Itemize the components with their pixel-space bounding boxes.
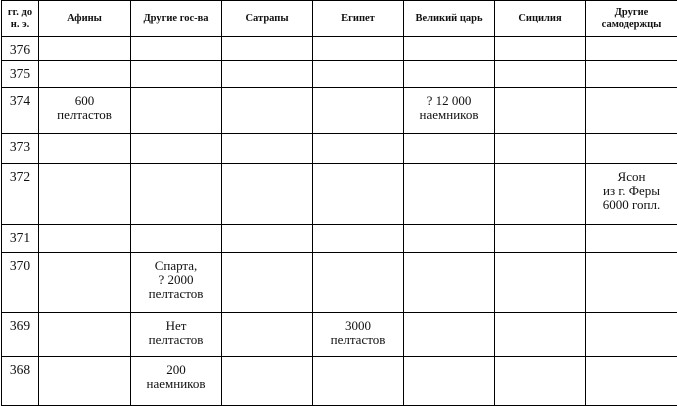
table-row: 373 <box>1 133 677 164</box>
column-header-other-states: Другие гос-ва <box>130 0 222 37</box>
cell-athens <box>38 133 131 164</box>
column-header-great-king: Великий царь <box>403 0 495 37</box>
cell-other-states <box>130 133 222 164</box>
cell-other-states: 200 наемников <box>130 356 222 406</box>
table-row: 369 Нет пелтастов 3000 пелтастов <box>1 312 677 357</box>
cell-egypt <box>312 224 404 253</box>
cell-great-king <box>403 252 495 313</box>
table-row: 374 600 пелтастов ? 12 000 наемников <box>1 87 677 134</box>
column-header-sicily: Сицилия <box>494 0 586 37</box>
column-header-years: гг. до н. э. <box>1 0 39 37</box>
cell-other-autocrats <box>585 87 677 134</box>
cell-other-states: Нет пелтастов <box>130 312 222 357</box>
cell-egypt <box>312 87 404 134</box>
cell-egypt <box>312 163 404 225</box>
cell-sicily <box>494 60 586 88</box>
column-header-egypt: Египет <box>312 0 404 37</box>
year-cell: 370 <box>1 252 39 313</box>
cell-satraps <box>221 312 313 357</box>
table-row: 375 <box>1 60 677 88</box>
table-row: 371 <box>1 224 677 253</box>
cell-egypt <box>312 356 404 406</box>
cell-satraps <box>221 224 313 253</box>
year-cell: 375 <box>1 60 39 88</box>
cell-other-autocrats <box>585 133 677 164</box>
cell-great-king <box>403 312 495 357</box>
cell-athens <box>38 163 131 225</box>
cell-sicily <box>494 163 586 225</box>
column-header-athens: Афины <box>38 0 131 37</box>
cell-athens <box>38 36 131 61</box>
cell-great-king <box>403 36 495 61</box>
cell-athens: 600 пелтастов <box>38 87 131 134</box>
year-cell: 368 <box>1 356 39 406</box>
cell-other-states <box>130 224 222 253</box>
table-row: 372 Ясон из г. Феры 6000 гопл. <box>1 163 677 225</box>
cell-satraps <box>221 252 313 313</box>
table-row: 370 Спарта, ? 2000 пелтастов <box>1 252 677 313</box>
year-cell: 371 <box>1 224 39 253</box>
column-header-satraps: Сатрапы <box>221 0 313 37</box>
cell-sicily <box>494 87 586 134</box>
cell-egypt <box>312 60 404 88</box>
cell-egypt <box>312 36 404 61</box>
year-cell: 374 <box>1 87 39 134</box>
cell-other-autocrats <box>585 356 677 406</box>
year-cell: 373 <box>1 133 39 164</box>
cell-great-king <box>403 60 495 88</box>
header-row: гг. до н. э. Афины Другие гос-ва Сатрапы Еги… <box>1 0 677 37</box>
cell-satraps <box>221 87 313 134</box>
cell-other-autocrats: Ясон из г. Феры 6000 гопл. <box>585 163 677 225</box>
cell-athens <box>38 356 131 406</box>
cell-sicily <box>494 356 586 406</box>
cell-great-king <box>403 224 495 253</box>
table-row: 376 <box>1 36 677 61</box>
cell-sicily <box>494 133 586 164</box>
cell-egypt: 3000 пелтастов <box>312 312 404 357</box>
cell-great-king <box>403 356 495 406</box>
cell-other-autocrats <box>585 224 677 253</box>
cell-other-autocrats <box>585 312 677 357</box>
cell-great-king <box>403 163 495 225</box>
cell-athens <box>38 224 131 253</box>
cell-egypt <box>312 133 404 164</box>
cell-egypt <box>312 252 404 313</box>
year-cell: 372 <box>1 163 39 225</box>
cell-great-king: ? 12 000 наемников <box>403 87 495 134</box>
column-header-other-autocrats: Другие самодержцы <box>585 0 677 37</box>
cell-other-states <box>130 163 222 225</box>
cell-sicily <box>494 252 586 313</box>
cell-sicily <box>494 224 586 253</box>
cell-other-states <box>130 87 222 134</box>
cell-satraps <box>221 163 313 225</box>
cell-other-autocrats <box>585 36 677 61</box>
cell-great-king <box>403 133 495 164</box>
cell-other-states: Спарта, ? 2000 пелтастов <box>130 252 222 313</box>
cell-other-autocrats <box>585 252 677 313</box>
cell-athens <box>38 312 131 357</box>
cell-other-autocrats <box>585 60 677 88</box>
cell-athens <box>38 252 131 313</box>
cell-satraps <box>221 133 313 164</box>
cell-satraps <box>221 36 313 61</box>
year-cell: 376 <box>1 36 39 61</box>
cell-athens <box>38 60 131 88</box>
cell-sicily <box>494 36 586 61</box>
year-cell: 369 <box>1 312 39 357</box>
cell-other-states <box>130 60 222 88</box>
table-row: 368 200 наемников <box>1 356 677 406</box>
cell-satraps <box>221 60 313 88</box>
cell-other-states <box>130 36 222 61</box>
cell-sicily <box>494 312 586 357</box>
cell-satraps <box>221 356 313 406</box>
